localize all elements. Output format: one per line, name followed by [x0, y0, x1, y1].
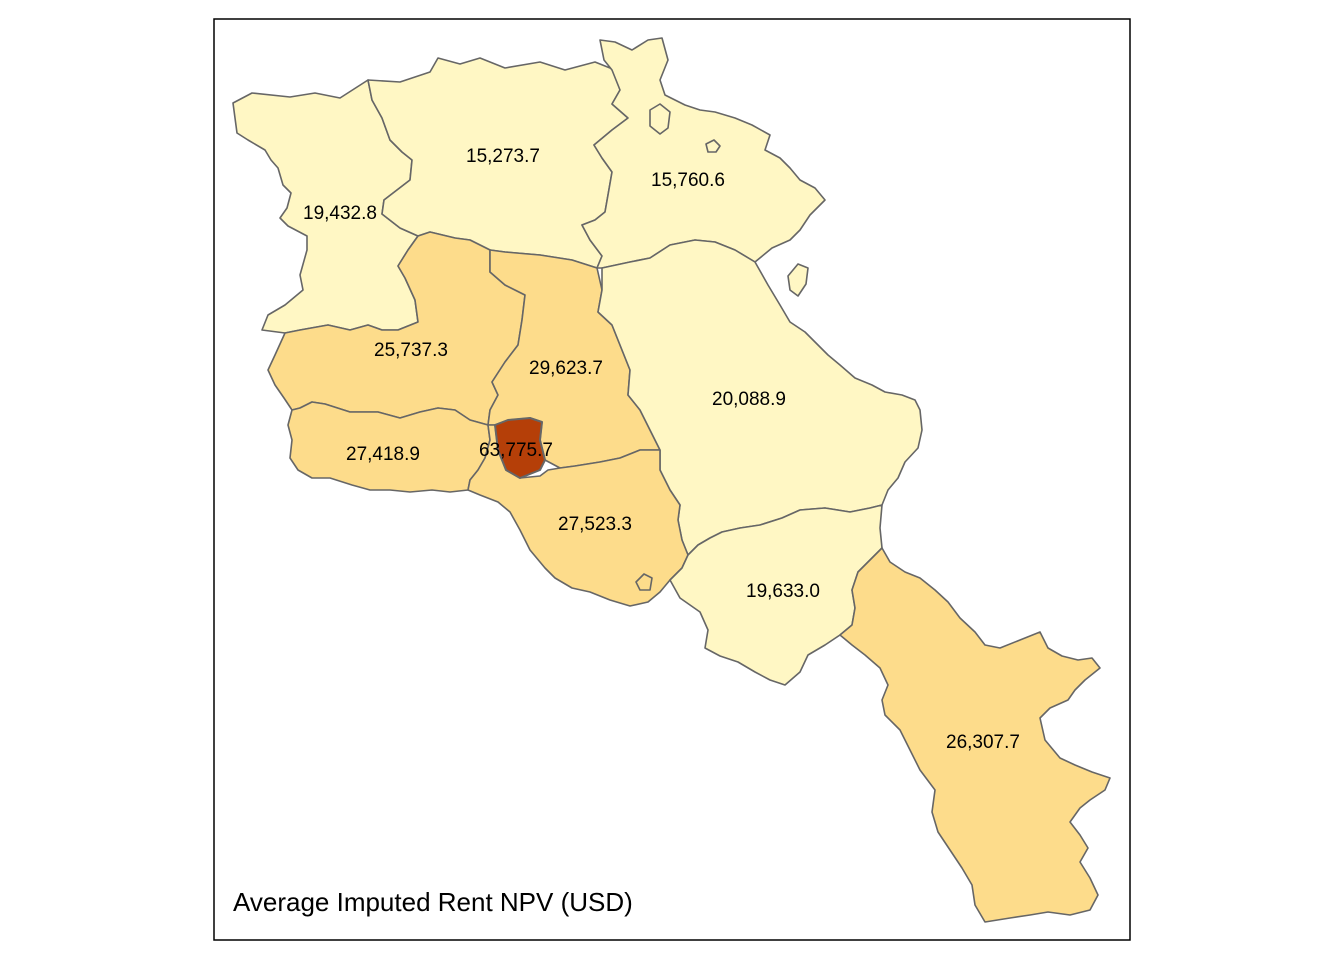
label-vayots-dzor: 19,633.0: [746, 581, 820, 602]
region-ararat-exclave: [635, 573, 653, 591]
label-shirak: 19,432.8: [303, 203, 377, 224]
label-yerevan: 63,775.7: [479, 440, 553, 461]
label-syunik: 26,307.7: [946, 732, 1020, 753]
region-syunik[interactable]: [839, 547, 1111, 923]
map-title: Average Imputed Rent NPV (USD): [233, 887, 633, 917]
region-tavush[interactable]: [581, 37, 826, 269]
region-yerevan[interactable]: [494, 417, 546, 479]
label-aragatsotn: 25,737.3: [374, 340, 448, 361]
region-tavush-exclave-1: [649, 103, 671, 135]
label-lori: 15,273.7: [466, 146, 540, 167]
label-gegharkunik: 20,088.9: [712, 389, 786, 410]
region-tavush-exclave-2: [705, 139, 721, 153]
label-ararat: 27,523.3: [558, 514, 632, 535]
label-kotayk: 29,623.7: [529, 358, 603, 379]
region-tavush-exclave-3: [787, 263, 809, 297]
label-tavush: 15,760.6: [651, 170, 725, 191]
label-armavir: 27,418.9: [346, 444, 420, 465]
